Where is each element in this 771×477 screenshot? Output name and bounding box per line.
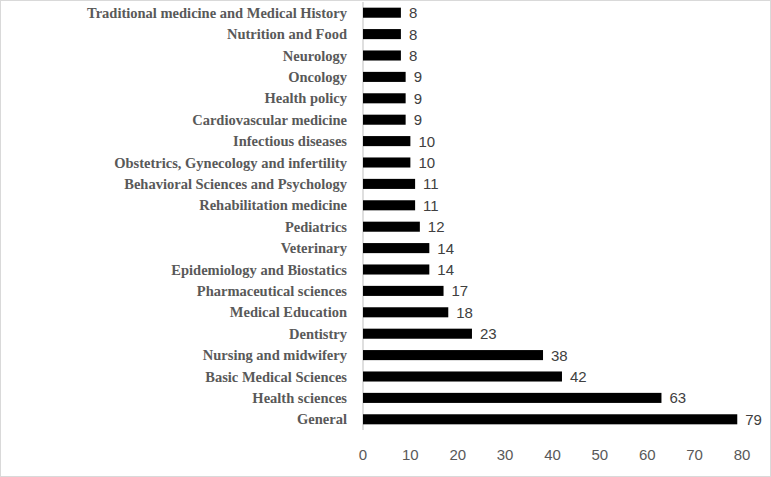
bar xyxy=(363,264,429,274)
y-axis-line xyxy=(363,2,364,430)
chart-border xyxy=(1,1,771,477)
category-label: Cardiovascular medicine xyxy=(192,112,347,128)
data-label: 38 xyxy=(551,347,568,364)
data-label: 12 xyxy=(428,218,445,235)
category-label: Infectious diseases xyxy=(233,133,347,149)
tick-label: 80 xyxy=(734,446,751,463)
bar xyxy=(363,8,401,18)
data-label: 17 xyxy=(452,282,469,299)
data-label: 42 xyxy=(570,368,587,385)
data-label: 10 xyxy=(418,133,435,150)
bars xyxy=(363,8,737,425)
data-label: 18 xyxy=(456,304,473,321)
data-label: 63 xyxy=(669,389,686,406)
bar xyxy=(363,307,448,317)
tick-label: 20 xyxy=(449,446,466,463)
bar xyxy=(363,414,737,424)
category-label: Medical Education xyxy=(230,304,347,320)
category-label: Basic Medical Sciences xyxy=(205,369,347,385)
bar xyxy=(363,115,406,125)
bar xyxy=(363,136,410,146)
data-label: 11 xyxy=(423,197,439,214)
category-label: Rehabilitation medicine xyxy=(199,197,347,213)
bar xyxy=(363,72,406,82)
data-label: 8 xyxy=(409,4,417,21)
category-label: Dentistry xyxy=(289,326,348,342)
tick-label: 10 xyxy=(402,446,419,463)
bar xyxy=(363,29,401,39)
data-label: 9 xyxy=(414,90,422,107)
data-label: 14 xyxy=(437,261,454,278)
bar xyxy=(363,179,415,189)
bar xyxy=(363,50,401,60)
category-label: Pharmaceutical sciences xyxy=(197,283,348,299)
bar xyxy=(363,222,420,232)
category-label: Epidemiology and Biostatics xyxy=(171,262,347,278)
data-label: 8 xyxy=(409,47,417,64)
data-label: 9 xyxy=(414,111,422,128)
bar xyxy=(363,329,472,339)
bar xyxy=(363,350,543,360)
chart-svg: 0 10 20 30 40 50 60 70 80 8 8 8 9 9 9 10 10 11 11 12 14 14 17 1… xyxy=(0,0,771,477)
data-label: 23 xyxy=(480,325,497,342)
bar xyxy=(363,371,562,381)
category-label: Health policy xyxy=(264,90,347,106)
tick-label: 60 xyxy=(639,446,656,463)
category-label: Behavioral Sciences and Psychology xyxy=(124,176,347,192)
category-label: Traditional medicine and Medical History xyxy=(87,5,348,21)
tick-label: 0 xyxy=(359,446,367,463)
category-label: Pediatrics xyxy=(285,219,347,235)
bar xyxy=(363,243,429,253)
bar xyxy=(363,200,415,210)
bar xyxy=(363,157,410,167)
data-label: 8 xyxy=(409,26,417,43)
category-label: Nutrition and Food xyxy=(227,26,347,42)
bar xyxy=(363,393,661,403)
category-label: Oncology xyxy=(288,69,348,85)
category-label: Neurology xyxy=(283,48,348,64)
tick-label: 40 xyxy=(544,446,561,463)
bar xyxy=(363,286,444,296)
category-label: General xyxy=(297,411,347,427)
data-label: 79 xyxy=(745,411,762,428)
data-label: 14 xyxy=(437,240,454,257)
category-label: Nursing and midwifery xyxy=(203,347,348,363)
data-label: 9 xyxy=(414,68,422,85)
category-label: Health sciences xyxy=(252,390,347,406)
category-label: Veterinary xyxy=(281,240,348,256)
data-label: 11 xyxy=(423,175,439,192)
chart-container: 0 10 20 30 40 50 60 70 80 8 8 8 9 9 9 10 10 11 11 12 14 14 17 1… xyxy=(0,0,771,477)
category-label: Obstetrics, Gynecology and infertility xyxy=(114,155,348,171)
data-label: 10 xyxy=(418,154,435,171)
tick-label: 70 xyxy=(686,446,703,463)
tick-label: 50 xyxy=(592,446,609,463)
tick-label: 30 xyxy=(497,446,514,463)
bar xyxy=(363,93,406,103)
